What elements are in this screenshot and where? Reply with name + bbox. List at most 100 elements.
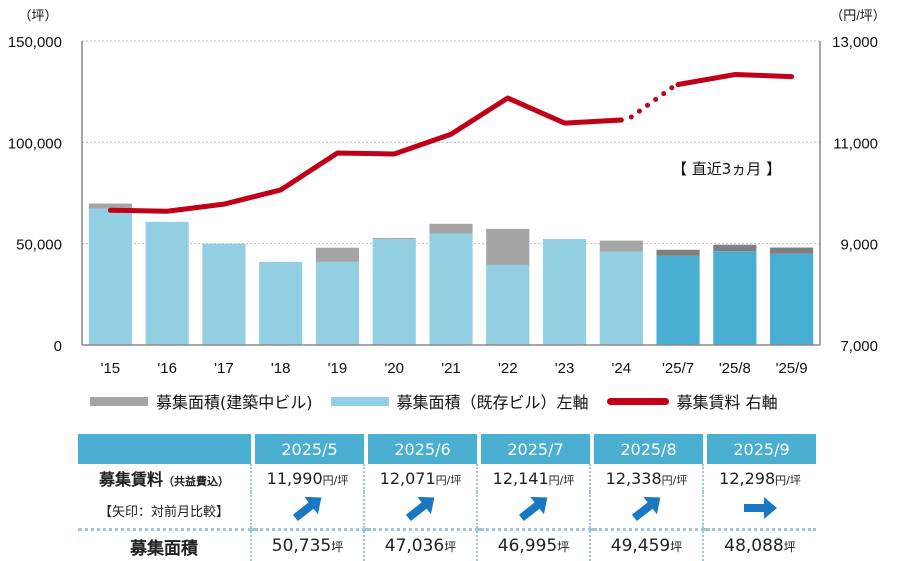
header-cell: 2025/8: [594, 434, 703, 464]
x-tick-label: '23: [555, 360, 575, 377]
left-tick-label: 0: [54, 338, 62, 355]
table-header-row: 2025/5 2025/6 2025/7 2025/8 2025/9: [78, 434, 816, 464]
arrow-right-icon: [740, 493, 780, 523]
bar-under-construction: [486, 229, 529, 265]
area-row: 募集面積 50,735坪 47,036坪 46,995坪 49,459坪 48,…: [78, 530, 816, 561]
x-tick-label: '25/9: [776, 360, 808, 377]
bar-under-construction: [770, 248, 813, 254]
header-blank: [78, 434, 251, 464]
bar-under-construction: [429, 224, 472, 234]
legend-item-existing: 募集面積（既存ビル）左軸: [331, 389, 589, 413]
header-cell: 2025/5: [255, 434, 364, 464]
bar-existing: [89, 209, 132, 345]
rent-vacancy-chart: （坪） （円/坪） 0 50,000 100,000 150,000 7,000 9,0…: [0, 0, 900, 425]
rent-row: 募集賃料（共益費込） 11,990円/坪 12,071円/坪 12,141円/坪…: [78, 464, 816, 492]
trend-arrow-icon: [590, 492, 703, 530]
bar-existing: [259, 262, 302, 345]
rent-label-note: （共益費込）: [163, 475, 229, 488]
legend-label: 募集面積（既存ビル）左軸: [397, 389, 589, 413]
bar-existing: [373, 239, 416, 345]
bar-existing: [146, 222, 189, 345]
rent-cell: 12,071円/坪: [364, 464, 477, 492]
bars: [89, 204, 813, 345]
area-cell: 46,995坪: [477, 530, 590, 561]
arrow-row: 【矢印：対前月比較】: [78, 492, 816, 530]
left-tick-label: 50,000: [16, 237, 62, 254]
arrow-row-label: 【矢印：対前月比較】: [78, 492, 251, 530]
arrow-up-right-icon: [514, 493, 554, 523]
bar-existing: [657, 256, 700, 345]
right-tick-label: 11,000: [833, 135, 878, 152]
chart-legend: 募集面積(建築中ビル) 募集面積（既存ビル）左軸 募集賃料 右軸: [90, 388, 796, 414]
trend-arrow-icon: [251, 492, 364, 530]
rent-label: 募集賃料: [99, 470, 163, 489]
x-tick-label: '25/7: [662, 360, 694, 377]
bar-under-construction: [713, 245, 756, 251]
right-tick-label: 9,000: [840, 237, 878, 254]
header-cell: 2025/9: [707, 434, 816, 464]
bar-existing: [600, 252, 643, 345]
trend-arrow-icon: [364, 492, 477, 530]
left-tick-label: 100,000: [8, 135, 62, 152]
right-tick-label: 7,000: [840, 338, 878, 355]
x-axis-ticks: '15'16'17'18'19'20'21'22'23'24'25/7'25/8…: [101, 360, 808, 377]
rent-cell: 12,338円/坪: [590, 464, 703, 492]
area-cell: 49,459坪: [590, 530, 703, 561]
bar-existing: [543, 239, 586, 345]
legend-swatch-red-line: [607, 398, 669, 405]
x-tick-label: '16: [157, 360, 177, 377]
legend-swatch-lightblue: [331, 397, 389, 406]
bar-under-construction: [657, 250, 700, 256]
bar-existing: [713, 251, 756, 345]
gridlines: [82, 41, 820, 244]
bar-existing: [316, 262, 359, 345]
left-axis-unit: （坪）: [18, 8, 57, 23]
rent-line: [110, 75, 791, 212]
x-tick-label: '21: [441, 360, 461, 377]
legend-item-rent: 募集賃料 右軸: [607, 389, 778, 413]
arrow-up-right-icon: [288, 493, 328, 523]
summary-table: 2025/5 2025/6 2025/7 2025/8 2025/9 募集賃料（…: [78, 434, 816, 561]
rent-cell: 12,141円/坪: [477, 464, 590, 492]
rent-line-dotted-gap: [631, 88, 672, 118]
legend-swatch-gray: [90, 397, 148, 406]
rent-line-recent: [678, 75, 792, 85]
header-cell: 2025/7: [481, 434, 590, 464]
x-tick-label: '24: [612, 360, 632, 377]
rent-cell: 12,298円/坪: [703, 464, 816, 492]
bar-existing: [429, 234, 472, 345]
rent-row-label: 募集賃料（共益費込）: [78, 464, 251, 492]
bar-existing: [770, 254, 813, 345]
right-axis-unit: （円/坪）: [830, 8, 886, 23]
x-tick-label: '15: [101, 360, 121, 377]
rent-line-historical: [110, 98, 621, 211]
bar-under-construction: [373, 238, 416, 239]
right-axis-ticks: 7,000 9,000 11,000 13,000: [832, 34, 878, 355]
x-tick-label: '22: [498, 360, 518, 377]
trend-arrow-icon: [703, 492, 816, 530]
header-cell: 2025/6: [368, 434, 477, 464]
left-axis-ticks: 0 50,000 100,000 150,000: [8, 34, 62, 355]
area-cell: 48,088坪: [703, 530, 816, 561]
x-tick-label: '19: [328, 360, 348, 377]
bar-existing: [486, 265, 529, 345]
arrow-up-right-icon: [627, 493, 667, 523]
area-cell: 47,036坪: [364, 530, 477, 561]
x-tick-label: '17: [214, 360, 234, 377]
right-tick-label: 13,000: [832, 34, 878, 51]
legend-label: 募集面積(建築中ビル): [156, 389, 313, 413]
recent-3-months-annotation: 【 直近3ヵ月 】: [672, 158, 781, 179]
rent-cell: 11,990円/坪: [251, 464, 364, 492]
bar-under-construction: [316, 248, 359, 262]
legend-label: 募集賃料 右軸: [677, 389, 778, 413]
x-tick-label: '25/8: [719, 360, 751, 377]
trend-arrow-icon: [477, 492, 590, 530]
bar-under-construction: [600, 241, 643, 252]
bar-existing: [202, 244, 245, 345]
area-cell: 50,735坪: [251, 530, 364, 561]
x-tick-label: '18: [271, 360, 291, 377]
arrow-up-right-icon: [401, 493, 441, 523]
area-row-label: 募集面積: [78, 530, 251, 561]
legend-item-under-construction: 募集面積(建築中ビル): [90, 389, 313, 413]
left-tick-label: 150,000: [8, 34, 62, 51]
